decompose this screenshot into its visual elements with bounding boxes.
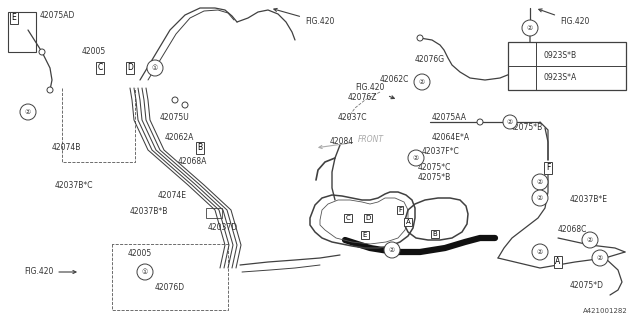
FancyBboxPatch shape (8, 12, 36, 52)
Text: F: F (398, 207, 402, 213)
Text: 42062A: 42062A (165, 133, 195, 142)
Text: 42068A: 42068A (178, 157, 207, 166)
Text: ②: ② (419, 79, 425, 85)
Text: 42076G: 42076G (415, 55, 445, 65)
Circle shape (532, 190, 548, 206)
FancyBboxPatch shape (508, 42, 626, 90)
Circle shape (47, 87, 53, 93)
Text: ②: ② (25, 109, 31, 115)
Circle shape (172, 97, 178, 103)
Circle shape (522, 20, 538, 36)
Text: C: C (346, 215, 350, 221)
Text: 42075U: 42075U (160, 114, 189, 123)
Circle shape (408, 150, 424, 166)
Text: ①: ① (142, 269, 148, 275)
Text: 42037B*E: 42037B*E (570, 196, 608, 204)
Text: ②: ② (597, 255, 603, 261)
Text: B: B (197, 143, 203, 153)
Text: B: B (433, 231, 437, 237)
Text: 42005: 42005 (128, 250, 152, 259)
Circle shape (137, 264, 153, 280)
Text: ①: ① (152, 65, 158, 71)
Text: 42075*B: 42075*B (510, 124, 543, 132)
Text: 42075AD: 42075AD (40, 12, 76, 20)
Text: 0923S*A: 0923S*A (543, 74, 576, 83)
Text: 42037B*B: 42037B*B (130, 207, 168, 217)
Text: D: D (127, 63, 133, 73)
Text: A421001282: A421001282 (583, 308, 628, 314)
Circle shape (592, 250, 608, 266)
Text: ②: ② (537, 179, 543, 185)
Text: 42037B*C: 42037B*C (55, 180, 93, 189)
Text: ②: ② (587, 237, 593, 243)
Text: 42075AA: 42075AA (432, 114, 467, 123)
Circle shape (514, 47, 530, 63)
Text: 42037D: 42037D (208, 223, 238, 233)
Circle shape (477, 119, 483, 125)
Text: F: F (546, 164, 550, 172)
Text: FIG.420: FIG.420 (274, 8, 334, 27)
Circle shape (532, 174, 548, 190)
Circle shape (532, 244, 548, 260)
Text: A: A (556, 258, 561, 267)
Circle shape (582, 232, 598, 248)
Text: FIG.420: FIG.420 (355, 84, 394, 99)
Text: C: C (97, 63, 102, 73)
Text: FIG.420: FIG.420 (539, 9, 589, 27)
Text: 42075*D: 42075*D (570, 281, 604, 290)
Circle shape (182, 102, 188, 108)
Text: ②: ② (519, 75, 525, 81)
Text: 42005: 42005 (82, 47, 106, 57)
Text: FRONT: FRONT (319, 135, 384, 148)
Text: 42075*B: 42075*B (418, 173, 451, 182)
Circle shape (503, 115, 517, 129)
Text: ②: ② (507, 119, 513, 125)
Text: 42068C: 42068C (558, 226, 588, 235)
Text: ②: ② (413, 155, 419, 161)
Circle shape (417, 35, 423, 41)
Text: 42037F*C: 42037F*C (422, 148, 460, 156)
Text: A: A (406, 219, 410, 225)
Text: 42037C: 42037C (338, 114, 367, 123)
Text: 42076D: 42076D (155, 284, 185, 292)
Text: ②: ② (537, 195, 543, 201)
FancyBboxPatch shape (206, 208, 222, 218)
Text: D: D (365, 215, 371, 221)
Circle shape (147, 60, 163, 76)
Text: ②: ② (537, 249, 543, 255)
Circle shape (39, 49, 45, 55)
Text: 0923S*B: 0923S*B (543, 51, 576, 60)
Text: E: E (12, 13, 17, 22)
Text: 42062C: 42062C (380, 76, 410, 84)
Text: ①: ① (519, 52, 525, 58)
Text: 42074E: 42074E (158, 190, 187, 199)
Circle shape (414, 74, 430, 90)
Text: ②: ② (389, 247, 395, 253)
Circle shape (384, 242, 400, 258)
Text: 42076Z: 42076Z (348, 93, 378, 102)
Circle shape (514, 70, 530, 86)
Text: 42064E*A: 42064E*A (432, 133, 470, 142)
Text: ②: ② (527, 25, 533, 31)
Circle shape (20, 104, 36, 120)
Text: 42074B: 42074B (52, 143, 81, 153)
Text: 42075*C: 42075*C (418, 164, 451, 172)
Text: E: E (363, 232, 367, 238)
Text: 42084: 42084 (330, 138, 354, 147)
Text: FIG.420: FIG.420 (24, 268, 76, 276)
